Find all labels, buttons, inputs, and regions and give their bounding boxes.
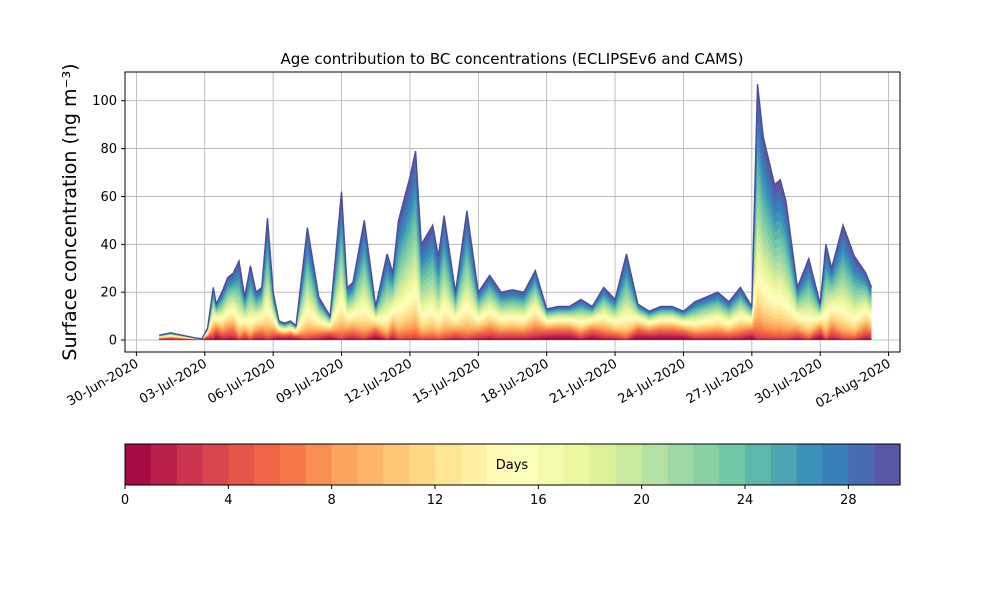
colorbar-tick-label: 4	[224, 493, 232, 508]
total-concentration-line	[159, 83, 873, 340]
x-tick-label: 06-Jul-2020	[205, 356, 278, 407]
y-tick-label: 100	[92, 94, 117, 109]
colorbar-tick-label: 0	[121, 493, 129, 508]
x-axis-ticks: 30-Jun-202003-Jul-202006-Jul-202009-Jul-…	[65, 352, 894, 412]
y-tick-label: 0	[109, 334, 117, 349]
chart-title: Age contribution to BC concentrations (E…	[281, 50, 744, 68]
colorbar-tick-label: 20	[633, 493, 650, 508]
x-tick-label: 18-Jul-2020	[479, 356, 552, 407]
colorbar-cell	[486, 444, 514, 485]
x-tick-label: 27-Jul-2020	[684, 356, 757, 407]
colorbar-cell	[874, 444, 901, 485]
age-stacked-areas	[159, 84, 872, 340]
x-tick-label: 15-Jul-2020	[410, 356, 483, 407]
colorbar-cell	[615, 444, 643, 485]
colorbar-cell	[383, 444, 410, 485]
colorbar-cell	[150, 444, 178, 485]
colorbar-cell	[460, 444, 488, 485]
age-band-2-days	[159, 335, 872, 340]
colorbar-tick-label: 8	[328, 493, 336, 508]
colorbar-tick-label: 24	[737, 493, 754, 508]
colorbar-cell	[693, 444, 720, 485]
colorbar-cell	[822, 444, 849, 485]
x-tick-label: 24-Jul-2020	[616, 356, 689, 407]
plot-frame	[124, 71, 901, 353]
colorbar-cell	[254, 444, 281, 485]
colorbar-cell	[796, 444, 824, 485]
y-axis-label: Surface concentration (ng m⁻³)	[59, 63, 81, 360]
colorbar-cell	[409, 444, 436, 485]
x-tick-label: 02-Aug-2020	[813, 356, 893, 411]
colorbar-cell	[305, 444, 333, 485]
y-tick-label: 20	[100, 286, 117, 301]
y-axis-ticks: 0 20 40 60 80 100	[92, 94, 125, 349]
colorbar-cell	[564, 444, 591, 485]
x-tick-label: 09-Jul-2020	[274, 356, 347, 407]
age-band-1-days	[159, 337, 872, 340]
y-tick-label: 60	[100, 190, 117, 205]
colorbar-tick-label: 12	[427, 493, 444, 508]
x-tick-label: 12-Jul-2020	[342, 356, 415, 407]
colorbar-cell	[331, 444, 359, 485]
x-tick-label: 21-Jul-2020	[547, 356, 620, 407]
colorbar-cell	[538, 444, 565, 485]
colorbar-cell	[176, 444, 204, 485]
colorbar-tick-label: 16	[530, 493, 547, 508]
colorbar-tick-label: 28	[840, 493, 857, 508]
colorbar-cell	[125, 444, 152, 485]
colorbar-cell	[357, 444, 384, 485]
colorbar-cell	[435, 444, 462, 485]
colorbar-label: Days	[496, 458, 529, 473]
x-tick-label: 03-Jul-2020	[137, 356, 210, 407]
colorbar-cell	[848, 444, 875, 485]
colorbar-cell	[667, 444, 694, 485]
colorbar-frame	[124, 443, 901, 486]
x-tick-label: 30-Jun-2020	[65, 356, 142, 409]
colorbar-cell	[770, 444, 798, 485]
colorbar-cell	[228, 444, 255, 485]
y-tick-label: 40	[100, 238, 117, 253]
colorbar-cell	[745, 444, 772, 485]
colorbar-cell	[590, 444, 617, 485]
colorbar-cell	[280, 444, 307, 485]
colorbar-cell	[719, 444, 746, 485]
colorbar-cell	[202, 444, 229, 485]
colorbar-cell	[641, 444, 669, 485]
y-tick-label: 80	[100, 142, 117, 157]
colorbar-cell	[512, 444, 539, 485]
colorbar: Days 0 4 8 12 16 20 24 28	[121, 443, 901, 508]
